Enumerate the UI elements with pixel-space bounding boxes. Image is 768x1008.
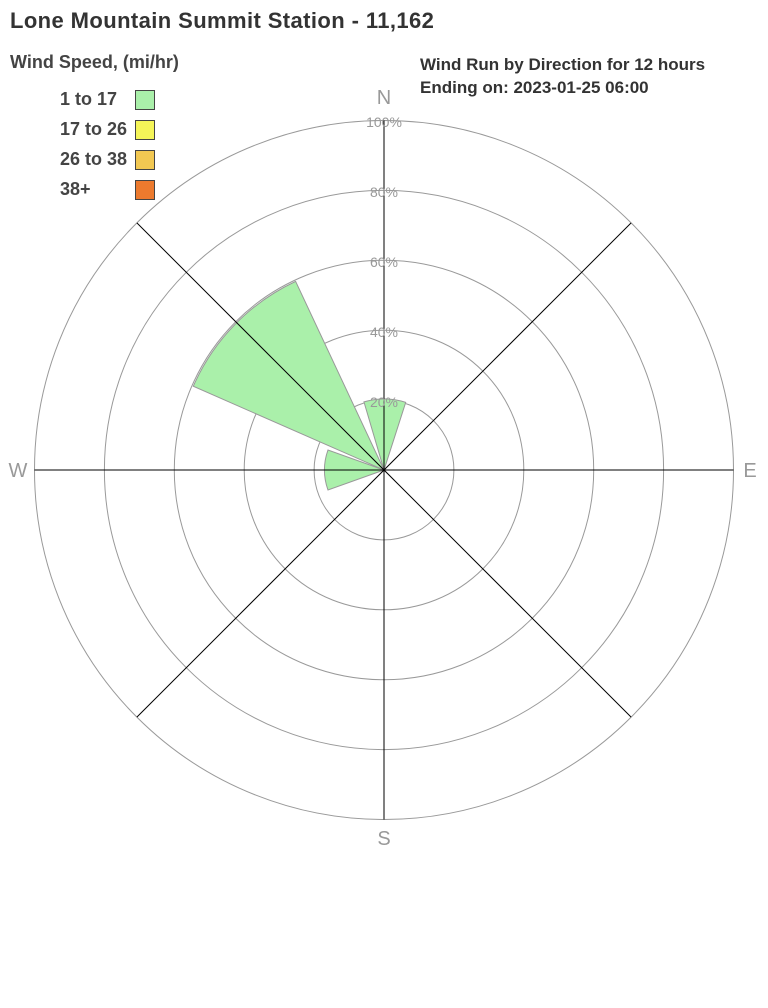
svg-text:40%: 40% xyxy=(370,324,398,340)
svg-text:80%: 80% xyxy=(370,184,398,200)
svg-text:N: N xyxy=(377,87,391,109)
svg-text:100%: 100% xyxy=(366,114,402,130)
svg-text:60%: 60% xyxy=(370,254,398,270)
svg-text:20%: 20% xyxy=(370,394,398,410)
svg-text:S: S xyxy=(377,828,390,850)
svg-text:W: W xyxy=(9,460,28,482)
svg-text:E: E xyxy=(743,460,756,482)
